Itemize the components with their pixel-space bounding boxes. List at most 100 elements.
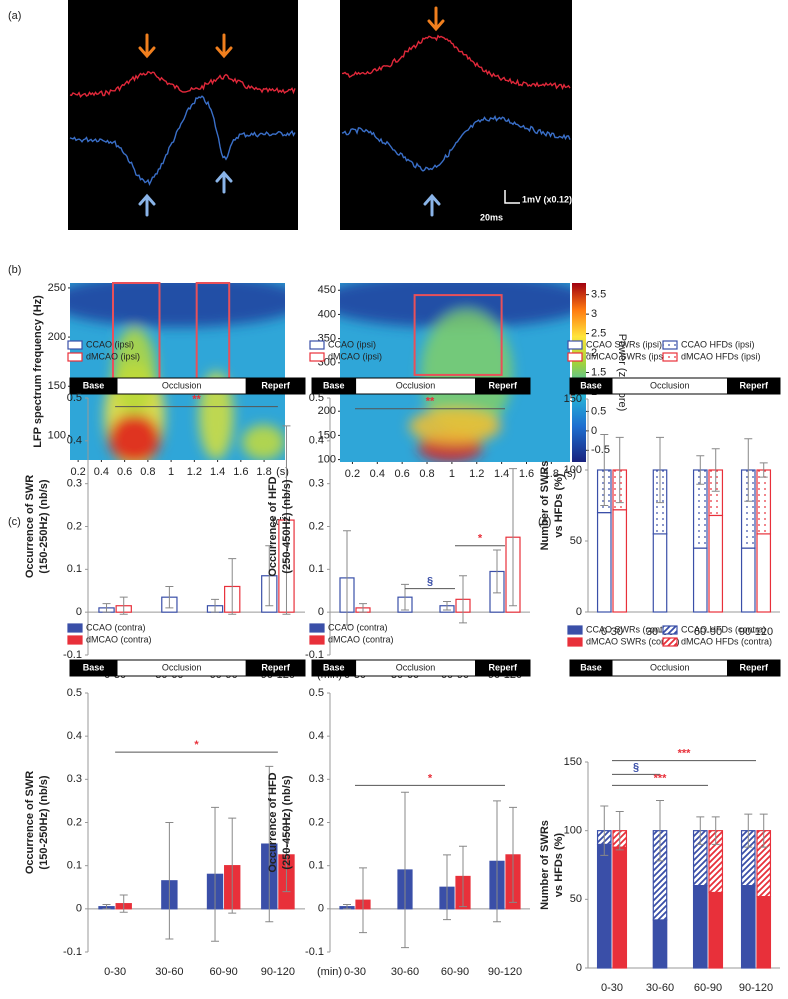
heatmap-field [340, 283, 570, 462]
phase-box [475, 377, 531, 395]
phase-label: Base [323, 380, 345, 390]
legend-swatch [567, 340, 583, 350]
y-tick-label: 0 [318, 903, 324, 915]
bar [596, 511, 612, 613]
y-axis-label: vs HFDs (%) [553, 833, 565, 898]
legend-swatch [67, 352, 83, 362]
y-axis-label: Occurrence of SWR [24, 771, 36, 874]
bar [652, 533, 668, 613]
y-tick-label: -0.1 [63, 649, 82, 661]
error-bar [119, 894, 128, 913]
legend-label: CCAO SWRs (contra) [586, 624, 674, 634]
legend-swatch [67, 623, 83, 633]
heatmap-blob [70, 283, 285, 328]
phase-label: Base [580, 662, 602, 672]
bar [756, 533, 772, 613]
error-bar [228, 817, 237, 914]
error-bar [744, 813, 753, 848]
trace-panel [68, 0, 298, 230]
y-tick-label: 0.3 [67, 478, 82, 490]
error-bar [165, 822, 174, 940]
bar [652, 919, 668, 969]
legend-label: CCAO (ipsi) [86, 339, 134, 349]
panel-label: (a) [8, 10, 21, 22]
heatmap-blob [108, 413, 161, 460]
trace [342, 34, 571, 91]
colorbar-tick-label: 2 [591, 347, 597, 359]
legend-label: CCAO (contra) [328, 622, 388, 632]
error-bar [696, 455, 705, 485]
error-bar [265, 545, 274, 607]
bar [612, 509, 628, 613]
heatmap-blob [242, 424, 285, 460]
x-tick-label: 1.2 [187, 466, 202, 478]
y-tick-label: -0.1 [305, 649, 324, 661]
error-bar [711, 816, 720, 845]
error-bar [359, 867, 367, 934]
trace [69, 95, 296, 187]
y-tick-label: 0 [76, 606, 82, 618]
y-axis-label: Occurrence of SWR [24, 475, 36, 578]
panel-label: (b) [8, 264, 21, 276]
error-bar [509, 806, 517, 903]
y-tick-label: 50 [570, 893, 582, 905]
legend-label: dMCAO (contra) [86, 634, 152, 644]
y-tick-label: 0.2 [309, 520, 324, 532]
error-bar [265, 765, 274, 923]
legend-swatch [309, 623, 325, 633]
y-tick-label: 200 [48, 331, 66, 343]
x-tick-label: 0.2 [70, 466, 85, 478]
y-tick-label: 0.3 [309, 478, 324, 490]
legend-label: CCAO HFDs (contra) [681, 624, 766, 634]
error-bar [443, 854, 451, 921]
error-bar [401, 791, 409, 949]
y-tick-label: 100 [48, 429, 66, 441]
error-bar [459, 845, 467, 908]
x-tick-label: 90-120 [739, 982, 773, 994]
bar [756, 469, 772, 535]
y-axis-label: Occurrence of HFD [267, 476, 279, 576]
y-tick-label: 250 [48, 282, 66, 294]
y-tick-label: 0 [576, 962, 582, 974]
colorbar-tick-label: 3.5 [591, 289, 606, 301]
phase-label: Reperf [739, 380, 769, 390]
x-tick-label: 1.6 [233, 466, 248, 478]
y-tick-label: 100 [318, 453, 336, 465]
error-bar [759, 813, 768, 848]
error-bar [600, 434, 609, 506]
error-bar [119, 596, 128, 615]
x-tick-label: 0.6 [117, 466, 132, 478]
bar [756, 895, 772, 969]
scale-bar-label: 1mV (x0.12) [522, 194, 572, 204]
bar [740, 547, 756, 613]
error-bar [696, 816, 705, 845]
x-tick-label: 1.8 [544, 468, 559, 480]
colorbar-tick-label: 0 [591, 425, 597, 437]
significance-label: * [428, 772, 433, 784]
phase-label: Reperf [488, 662, 518, 672]
heatmap-blobs [340, 283, 570, 462]
y-axis-label: Number of SWRs [539, 820, 551, 910]
legend-label: dMCAO SWRs (ipsi) [586, 351, 668, 361]
x-axis-label: (s) [563, 468, 576, 480]
phase-label: Occlusion [162, 662, 202, 672]
x-tick-label: 1 [168, 466, 174, 478]
phase-label: Base [580, 380, 602, 390]
legend-label: dMCAO (ipsi) [328, 351, 382, 361]
error-bar [102, 904, 111, 910]
colorbar [572, 283, 586, 462]
arrows [138, 6, 445, 217]
error-bar [600, 805, 609, 856]
error-bar [282, 425, 291, 615]
bar [692, 547, 708, 613]
y-tick-label: 150 [564, 756, 582, 768]
error-bar [615, 810, 624, 851]
phase-label: Base [83, 380, 105, 390]
y-tick-label: 0.4 [309, 435, 324, 447]
trace [341, 115, 571, 172]
y-tick-label: 0.1 [309, 860, 324, 872]
error-bar [459, 575, 467, 624]
error-bar [759, 462, 768, 478]
x-tick-label: 1.8 [256, 466, 271, 478]
